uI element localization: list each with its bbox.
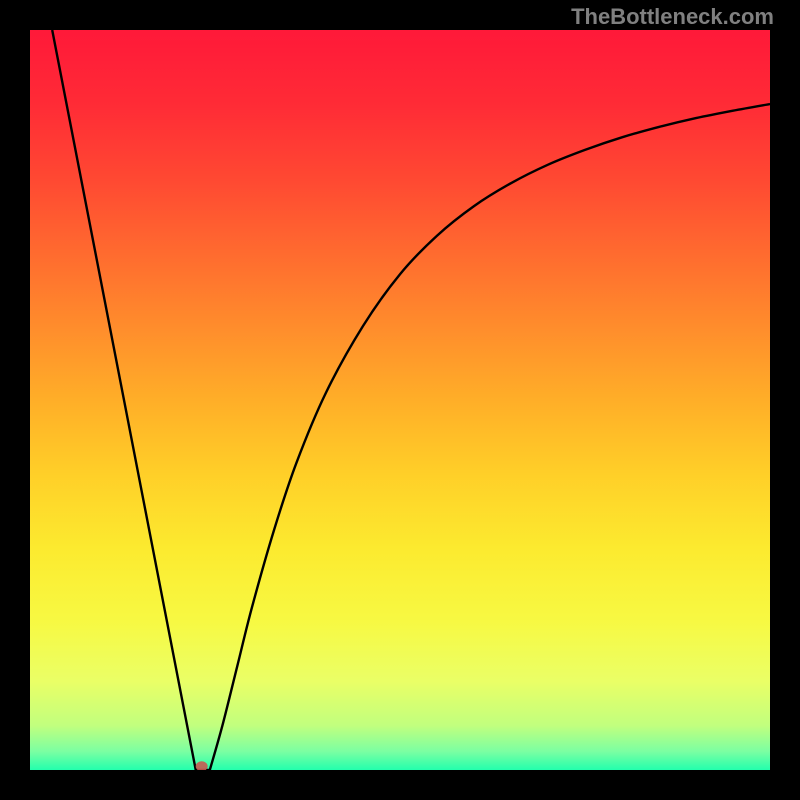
- watermark-text: TheBottleneck.com: [571, 4, 774, 30]
- figure-frame: TheBottleneck.com: [0, 0, 800, 800]
- gradient-background: [30, 30, 770, 770]
- chart-svg: [30, 30, 770, 770]
- optimum-marker: [196, 762, 207, 770]
- plot-area: [30, 30, 770, 770]
